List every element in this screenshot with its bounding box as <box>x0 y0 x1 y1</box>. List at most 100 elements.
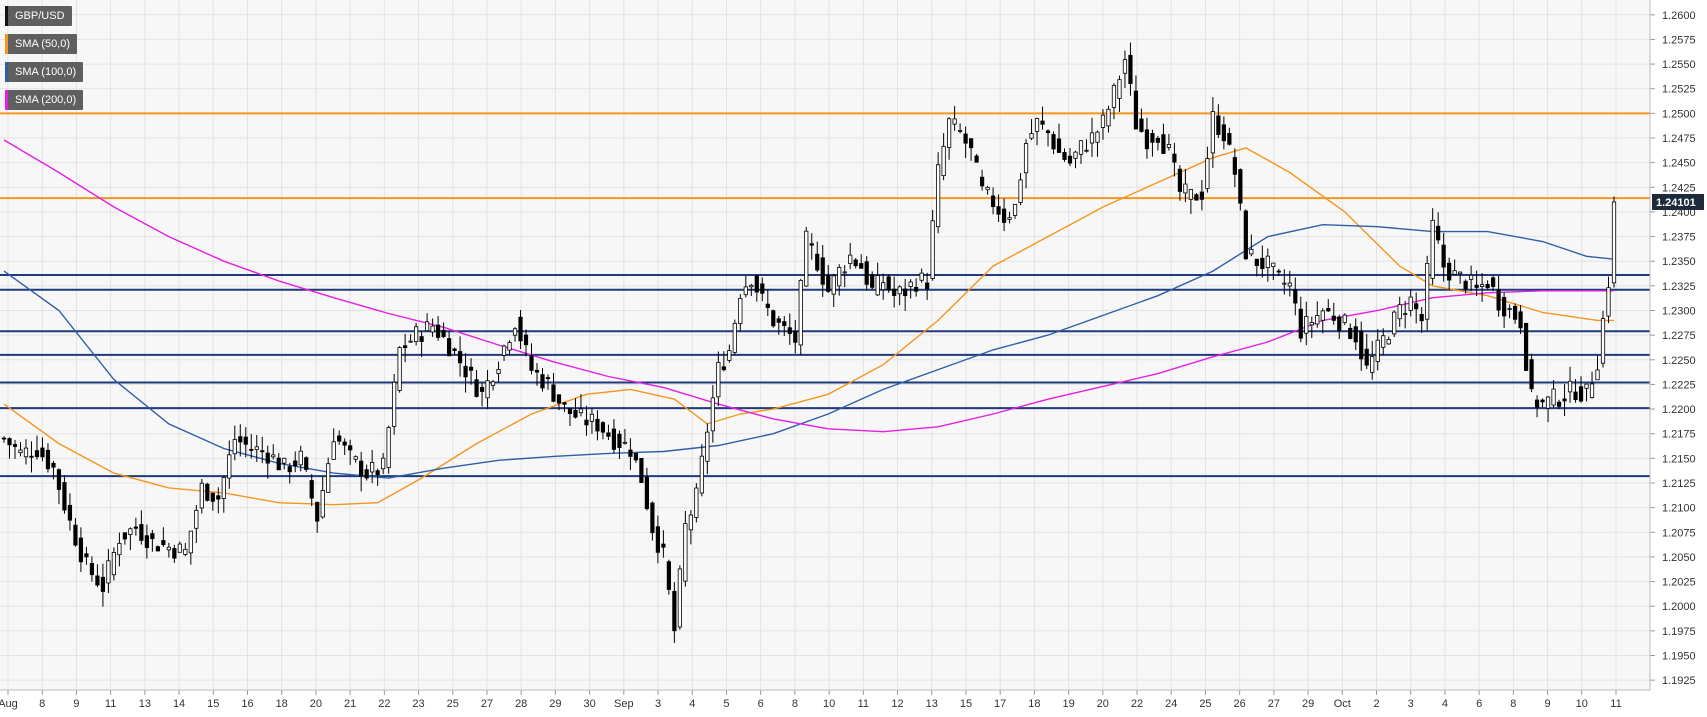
y-tick-label: 1.2425 <box>1662 182 1696 194</box>
x-tick-label: 17 <box>994 698 1006 710</box>
candle-body <box>1573 391 1578 401</box>
candle-body <box>782 321 787 326</box>
candle-body <box>1458 271 1463 275</box>
y-tick-label: 1.2100 <box>1662 503 1696 515</box>
candle-body <box>397 347 402 391</box>
candle-body <box>633 452 639 461</box>
candle-body <box>419 336 424 342</box>
candle-body <box>1128 54 1133 84</box>
candle-body <box>1518 311 1523 329</box>
candle-body <box>1529 359 1534 390</box>
candle-body <box>1117 79 1122 99</box>
candle-body <box>337 435 342 442</box>
candle-body <box>958 130 963 132</box>
candle-body <box>1523 322 1529 371</box>
last-price-tag-background <box>1652 193 1704 210</box>
candle-body <box>705 431 710 462</box>
y-tick-label: 1.1950 <box>1662 651 1696 663</box>
candle-body <box>1309 322 1314 326</box>
candle-body <box>386 427 391 468</box>
y-tick-label: 1.2275 <box>1662 330 1696 342</box>
candle-body <box>1232 157 1237 175</box>
candle-body <box>1562 398 1567 402</box>
candle-body <box>1441 244 1446 268</box>
x-tick-label: 29 <box>549 698 561 710</box>
candle-body <box>815 253 820 271</box>
candle-body <box>611 428 617 450</box>
candle-body <box>1584 383 1589 389</box>
x-tick-label: 4 <box>689 698 695 710</box>
candle-body <box>73 524 78 546</box>
candle-body <box>18 449 23 454</box>
x-tick-label: 4 <box>1442 698 1448 710</box>
candle-body <box>210 492 215 502</box>
candle-body <box>1534 399 1540 408</box>
candle-body <box>732 322 737 353</box>
candle-body <box>194 509 199 529</box>
candle-body <box>29 455 34 458</box>
legend-sma50-label: SMA (50,0) <box>15 38 71 50</box>
candle-body <box>925 282 930 290</box>
candle-body <box>45 449 51 470</box>
x-tick-label: 15 <box>207 698 219 710</box>
candle-body <box>765 303 770 309</box>
candle-body <box>721 366 726 371</box>
candle-body <box>1238 169 1243 204</box>
candle-body <box>67 504 73 521</box>
candle-body <box>897 286 902 295</box>
y-tick-label: 1.2550 <box>1662 59 1696 71</box>
x-tick-label: Sep <box>614 698 634 710</box>
candle-body <box>1392 311 1397 335</box>
x-tick-label: 16 <box>241 698 253 710</box>
candle-body <box>199 482 204 509</box>
candle-body <box>12 444 18 447</box>
candle-body <box>979 176 985 187</box>
candle-body <box>474 379 479 397</box>
y-tick-label: 1.2500 <box>1662 108 1696 120</box>
candle-body <box>903 288 908 297</box>
candle-body <box>716 361 721 398</box>
candle-body <box>666 561 671 590</box>
candle-body <box>831 275 836 295</box>
candle-body <box>1342 314 1347 323</box>
candle-body <box>326 463 331 493</box>
candle-body <box>914 286 919 292</box>
candle-body <box>787 327 792 334</box>
candle-body <box>485 380 490 399</box>
legend-sma100-label: SMA (100,0) <box>15 66 77 78</box>
candle-body <box>381 457 386 470</box>
candle-body <box>1298 308 1303 339</box>
candle-body <box>375 470 380 476</box>
candle-body <box>1067 155 1073 164</box>
y-tick-label: 1.2475 <box>1662 133 1696 145</box>
candle-body <box>1375 339 1380 362</box>
candle-body <box>1188 189 1193 200</box>
candle-body <box>1012 204 1018 216</box>
x-tick-label: 10 <box>1576 698 1588 710</box>
candle-body <box>1359 330 1364 360</box>
candle-body <box>276 457 281 471</box>
candle-body <box>56 469 62 490</box>
candle-body <box>639 457 644 483</box>
candle-body <box>468 366 474 371</box>
legend-symbol-label: GBP/USD <box>15 10 65 22</box>
x-tick-label: 9 <box>1545 698 1551 710</box>
legend-sma200-label: SMA (200,0) <box>15 94 77 106</box>
candle-body <box>710 397 715 432</box>
candle-body <box>265 452 270 464</box>
candle-body <box>1001 208 1007 223</box>
candle-body <box>1512 306 1518 320</box>
candle-body <box>1496 289 1501 311</box>
candle-body <box>479 386 485 392</box>
candle-body <box>518 316 523 342</box>
x-tick-label: 9 <box>73 698 79 710</box>
candle-body <box>496 368 501 375</box>
candle-body <box>1491 277 1496 287</box>
x-tick-label: 29 <box>1302 698 1314 710</box>
x-tick-label: 25 <box>447 698 459 710</box>
candle-body <box>1501 296 1507 317</box>
candle-body <box>155 546 160 552</box>
candle-body <box>661 543 666 548</box>
